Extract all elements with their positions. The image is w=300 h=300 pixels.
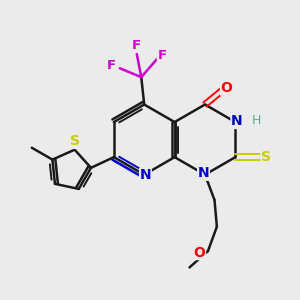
Text: F: F bbox=[107, 59, 116, 72]
Text: N: N bbox=[198, 166, 209, 180]
Text: O: O bbox=[221, 81, 232, 95]
Text: O: O bbox=[194, 245, 206, 260]
Text: S: S bbox=[261, 150, 271, 164]
Text: N: N bbox=[231, 115, 243, 128]
Text: H: H bbox=[252, 114, 261, 127]
Text: F: F bbox=[158, 49, 166, 62]
Text: F: F bbox=[132, 39, 141, 52]
Text: N: N bbox=[140, 168, 151, 182]
Text: S: S bbox=[70, 134, 80, 148]
